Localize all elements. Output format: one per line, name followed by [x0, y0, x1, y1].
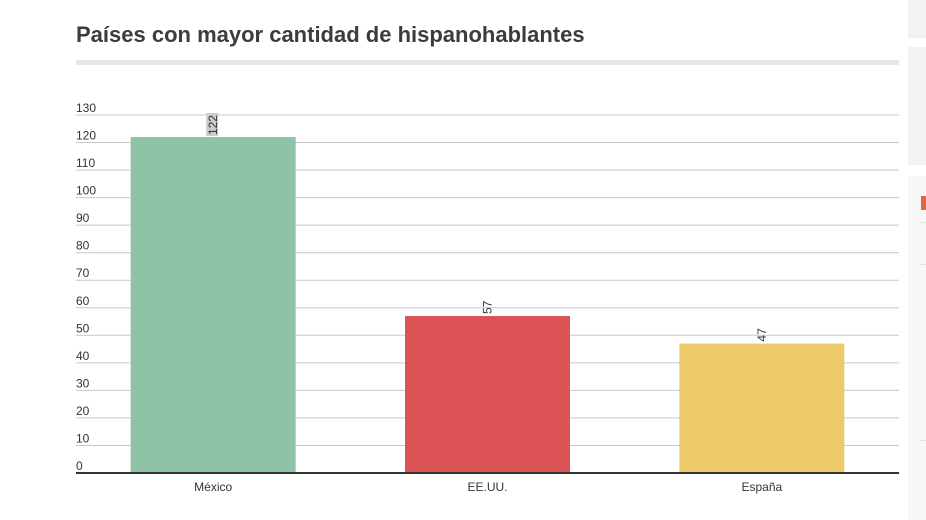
bar-3 — [679, 343, 845, 473]
data-label: 122 — [206, 115, 220, 135]
bar-2 — [405, 316, 570, 473]
y-tick-label: 130 — [76, 101, 96, 115]
bar-1 — [130, 137, 296, 473]
side-divider — [920, 440, 926, 441]
data-labels: 122 57 47 — [206, 113, 769, 342]
side-card — [908, 176, 926, 520]
y-tick-label: 50 — [76, 321, 90, 335]
y-axis-ticks: 0 10 20 30 40 50 60 70 80 90 100 110 120 130 — [76, 101, 96, 473]
y-tick-label: 20 — [76, 404, 90, 418]
side-card — [908, 0, 926, 38]
data-label-bg — [206, 113, 219, 137]
y-tick-label: 0 — [76, 459, 83, 473]
side-divider — [920, 264, 926, 265]
title-divider — [76, 60, 899, 65]
y-tick-label: 60 — [76, 294, 90, 308]
y-tick-label: 70 — [76, 266, 90, 280]
chart-title: Países con mayor cantidad de hispanohabl… — [76, 22, 585, 47]
side-card — [908, 47, 926, 165]
y-tick-label: 110 — [76, 156, 95, 170]
y-tick-label: 90 — [76, 211, 90, 225]
y-tick-label: 120 — [76, 129, 96, 143]
y-tick-label: 10 — [76, 431, 90, 445]
data-label: 57 — [481, 300, 495, 314]
side-divider — [920, 222, 926, 223]
data-label: 47 — [755, 328, 769, 342]
x-category-label: España — [741, 480, 782, 494]
y-tick-label: 30 — [76, 376, 90, 390]
x-category-label: México — [194, 480, 232, 494]
y-tick-label: 80 — [76, 239, 90, 253]
side-accent — [921, 196, 926, 210]
bars — [130, 137, 845, 473]
x-category-label: EE.UU. — [467, 480, 507, 494]
y-tick-label: 40 — [76, 349, 90, 363]
y-tick-label: 100 — [76, 184, 96, 198]
x-axis-categories: México EE.UU. España — [194, 480, 782, 494]
